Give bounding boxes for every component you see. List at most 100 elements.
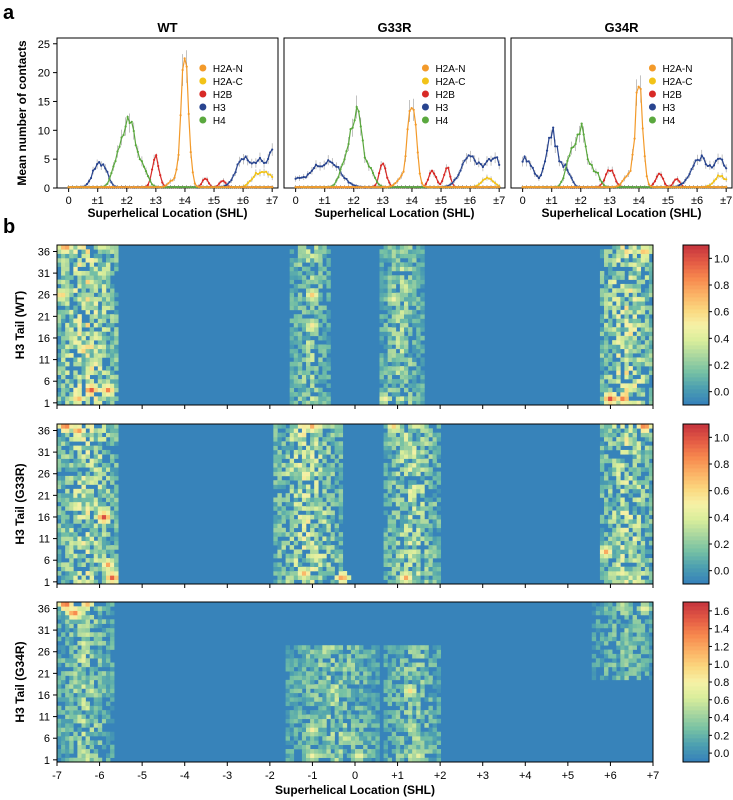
series-line <box>68 114 273 188</box>
heatmap-cell <box>599 545 605 550</box>
heatmap-cell <box>101 296 107 302</box>
heatmap-cell <box>644 562 650 567</box>
heatmap-cell <box>297 322 303 328</box>
heatmap-cell <box>57 331 62 337</box>
data-point <box>171 186 174 189</box>
heatmap-cell <box>310 558 315 563</box>
data-point <box>248 186 251 189</box>
heatmap-cell <box>57 562 62 567</box>
heatmap-cell <box>391 327 397 332</box>
heatmap-cell <box>93 400 99 406</box>
heatmap-cell <box>297 245 303 250</box>
heatmap-cell <box>97 519 103 524</box>
heatmap-cell <box>289 510 295 516</box>
heatmap-cell <box>608 536 613 542</box>
heatmap-cell <box>289 301 295 306</box>
heatmap-cell <box>114 497 119 503</box>
data-point <box>390 185 393 188</box>
heatmap-cell <box>110 257 115 263</box>
heatmap-cell <box>297 314 303 319</box>
heatmap-cell <box>648 488 654 494</box>
colorbar-segment <box>683 365 709 370</box>
heatmap-cell <box>89 536 95 542</box>
data-point <box>596 171 600 174</box>
heatmap-cell <box>395 292 401 298</box>
heatmap-cell <box>322 253 327 259</box>
heatmap-cell <box>624 579 629 585</box>
heatmap-cell <box>428 553 433 559</box>
heatmap-cell <box>632 571 637 576</box>
heatmap-cell <box>89 379 95 384</box>
heatmap-cell <box>101 545 107 550</box>
data-point <box>351 183 354 186</box>
heatmap-cell <box>93 553 99 559</box>
heatmap-cell <box>408 275 413 280</box>
heatmap-cell <box>97 340 103 345</box>
heatmap-cell <box>383 549 388 555</box>
heatmap-cell <box>395 253 401 259</box>
heatmap-cell <box>314 497 319 503</box>
heatmap-cell <box>412 540 417 546</box>
legend-marker <box>648 116 656 124</box>
data-point <box>494 181 497 185</box>
heatmap-cell <box>101 484 107 490</box>
heatmap-cell <box>399 519 405 524</box>
data-point <box>672 186 675 189</box>
heatmap-cell <box>620 318 625 324</box>
heatmap-cell <box>624 327 629 332</box>
heatmap-cell <box>424 471 429 477</box>
heatmap-cell <box>334 497 339 503</box>
data-point <box>214 186 217 189</box>
heatmap-cell <box>289 379 295 384</box>
heatmap-cell <box>77 314 82 319</box>
heatmap-cell <box>636 562 642 567</box>
data-point <box>582 186 585 189</box>
heatmap-cell <box>648 392 654 397</box>
heatmap-cell <box>293 506 299 511</box>
heatmap-cell <box>93 305 99 311</box>
heatmap-cell <box>114 366 119 371</box>
heatmap-cell <box>604 475 609 481</box>
heatmap-cell <box>289 366 295 371</box>
data-point <box>639 186 642 189</box>
heatmap-cell <box>318 553 323 559</box>
data-point <box>242 158 245 161</box>
heatmap-cell <box>310 562 315 567</box>
heatmap-cell <box>612 348 617 354</box>
heatmap-cell <box>640 361 646 367</box>
data-point <box>611 169 614 172</box>
heatmap-cell <box>73 305 78 311</box>
panel-label-a: a <box>3 2 15 24</box>
data-point <box>226 186 229 189</box>
heatmap-cell <box>412 536 417 542</box>
data-point <box>463 185 466 189</box>
heatmap-cell <box>77 340 82 345</box>
data-point <box>153 186 156 189</box>
heatmap-cell <box>632 253 637 259</box>
heatmap-cell <box>599 383 605 388</box>
heatmap-cell <box>628 579 633 585</box>
heatmap-cell <box>77 374 82 380</box>
heatmap-cell <box>599 566 605 572</box>
heatmap-cell <box>640 279 646 285</box>
heatmap-cell <box>379 249 384 254</box>
heatmap-cell <box>110 283 115 289</box>
heatmap-cell <box>110 361 115 367</box>
heatmap-cell <box>424 536 429 542</box>
heatmap-cell <box>632 553 637 559</box>
heatmap-cell <box>648 322 654 328</box>
data-point <box>347 142 350 146</box>
heatmap-cell <box>105 344 111 350</box>
data-point <box>674 186 677 189</box>
heatmap-cell <box>97 501 103 507</box>
heatmap-cell <box>608 301 613 306</box>
data-point <box>392 183 395 187</box>
data-point <box>653 185 657 189</box>
data-point <box>173 176 176 179</box>
heatmap-cell <box>281 566 286 572</box>
heatmap-cell <box>412 510 417 516</box>
data-point <box>465 185 468 189</box>
heatmap-cell <box>301 514 307 520</box>
heatmap-cell <box>330 519 335 524</box>
data-point <box>449 183 452 186</box>
